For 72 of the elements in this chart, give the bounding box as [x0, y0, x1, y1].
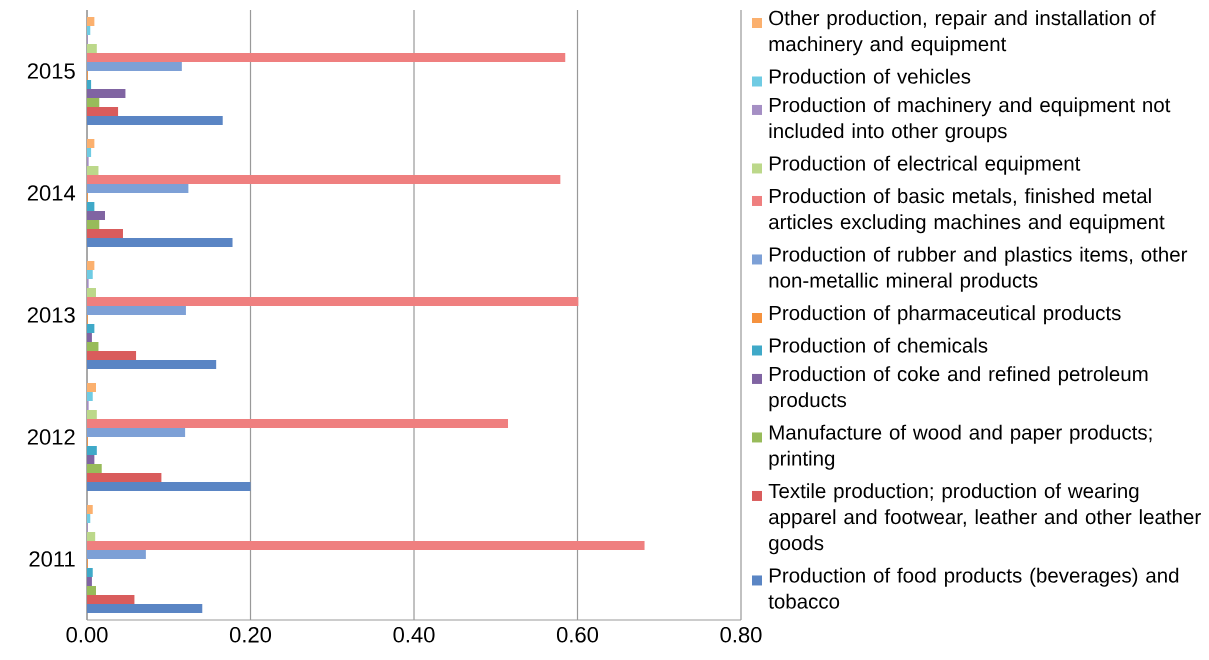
bar [87, 504, 93, 514]
y-tick-label: 2014 [27, 185, 76, 201]
bar [87, 359, 217, 369]
bar [87, 382, 97, 392]
x-tick-label: 0.20 [229, 627, 272, 643]
bar [87, 427, 186, 437]
bar [87, 210, 105, 220]
bar [87, 44, 97, 53]
bar [87, 228, 123, 238]
bar [87, 237, 233, 247]
bar [87, 391, 93, 401]
x-tick-label: 0.00 [66, 627, 108, 643]
bar [87, 549, 146, 559]
bar [87, 260, 95, 270]
legend-label: Production of coke and refined petroleum products [769, 366, 1148, 412]
bar [87, 165, 99, 175]
bar [87, 174, 561, 184]
legend-label: Other production, repair and installation of machinery and equipment [769, 10, 1156, 56]
legend-label: Production of machinery and equipment not included into other groups [769, 97, 1171, 143]
y-tick-label: 2011 [29, 551, 75, 567]
bar [87, 409, 97, 419]
bar [87, 513, 91, 523]
bar [87, 89, 126, 98]
x-tick-label: 0.60 [556, 627, 599, 643]
bar [87, 323, 95, 333]
bar [87, 350, 137, 360]
bar [87, 269, 93, 279]
y-tick-label: 2013 [27, 307, 75, 323]
y-tick-label: 2012 [27, 429, 75, 445]
legend-label: Textile production; production of wearing apparel and footwear, leather and other leather goods [768, 483, 1201, 555]
legend-label: Production of chemicals [769, 337, 988, 353]
bar [87, 97, 100, 107]
legend-label: Manufacture of wood and paper products; printing [769, 424, 1152, 470]
bar [87, 418, 509, 428]
legend-label: Production of rubber and plastics items, other non-metallic mineral products [769, 246, 1188, 292]
bar [87, 472, 162, 482]
bar [87, 531, 96, 541]
x-tick-label: 0.80 [720, 627, 762, 643]
bar [87, 341, 99, 351]
bar [87, 138, 95, 148]
legend-label: Production of vehicles [769, 68, 971, 84]
y-tick-label: 2015 [27, 63, 75, 79]
bar [87, 585, 97, 595]
bar [87, 26, 91, 35]
bar [87, 454, 95, 464]
bar [87, 594, 135, 604]
bar [87, 305, 186, 315]
bar [87, 201, 95, 211]
legend-label: Production of electrical equipment [769, 155, 1081, 175]
bar [87, 576, 92, 586]
legend-label: Production of food products (beverages) and tobacco [768, 567, 1179, 609]
bar [87, 567, 93, 577]
bar [87, 296, 579, 306]
legend-label: Production of basic metals, finished metal articles excluding machines and equipment [769, 188, 1165, 234]
bar [87, 481, 251, 491]
bar [87, 287, 97, 297]
bar [87, 183, 189, 193]
bar [87, 147, 92, 157]
bar [87, 219, 100, 229]
bar [87, 107, 119, 116]
bar [87, 540, 645, 550]
legend-label: Production of pharmaceutical products [769, 305, 1121, 325]
bar [87, 62, 182, 71]
bar [87, 115, 223, 125]
bar [87, 52, 566, 62]
x-tick-label: 0.40 [393, 627, 435, 643]
bar [87, 603, 203, 613]
bar [87, 79, 92, 89]
bar [87, 332, 92, 342]
bar [87, 445, 97, 455]
bar [87, 16, 95, 26]
bar [87, 463, 102, 473]
